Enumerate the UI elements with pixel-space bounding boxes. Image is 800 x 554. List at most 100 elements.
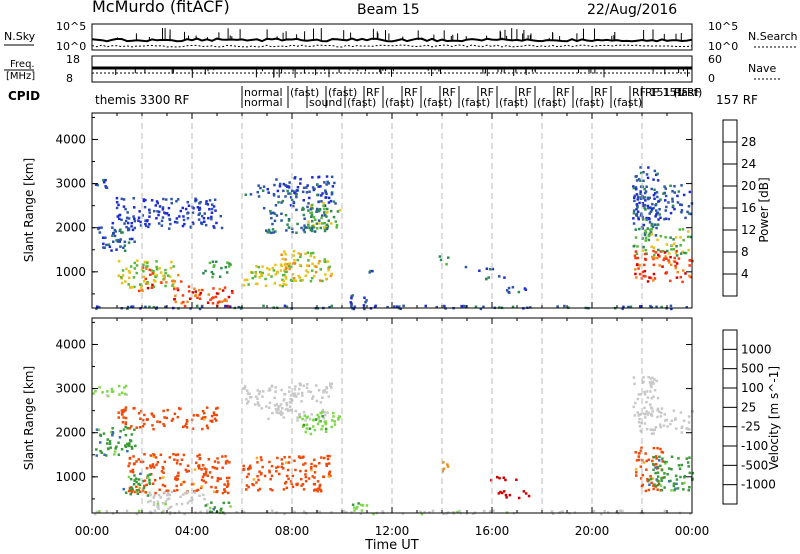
scatter-cell [635, 459, 639, 462]
scatter-cell [210, 270, 214, 274]
scatter-cell [126, 211, 129, 214]
scatter-cell [318, 222, 321, 225]
scatter-cell [229, 305, 232, 308]
scatter-cell [280, 413, 283, 416]
scatter-cell [122, 416, 125, 419]
scatter-cell [320, 489, 323, 493]
scatter-cell [254, 271, 257, 274]
scatter-cell [284, 258, 287, 261]
scatter-cell [275, 178, 278, 181]
scatter-cell [224, 490, 227, 493]
scatter-cell [435, 305, 438, 309]
scatter-cell [252, 478, 256, 481]
scatter-cell [664, 187, 667, 190]
scatter-cell [664, 419, 667, 422]
scatter-cell [261, 465, 264, 469]
scatter-cell [629, 305, 633, 308]
scatter-cell [268, 387, 271, 390]
scatter-cell [138, 486, 141, 489]
scatter-cell [502, 490, 506, 493]
scatter-cell [650, 428, 653, 431]
scatter-cell [639, 171, 643, 175]
scatter-cell [213, 506, 217, 509]
scatter-cell [284, 253, 287, 256]
scatter-cell [311, 225, 314, 228]
scatter-cell [184, 468, 188, 472]
scatter-cell [637, 393, 641, 396]
cpid-entry: (fast) [537, 96, 566, 109]
scatter-cell [655, 173, 658, 177]
scatter-cell [673, 191, 676, 194]
scatter-cell [669, 211, 673, 215]
scatter-cell [668, 467, 671, 470]
scatter-cell [268, 268, 271, 271]
scatter-cell [149, 273, 152, 277]
scatter-cell [681, 228, 685, 231]
y-tick-label: 1000 [55, 265, 86, 279]
scatter-cell [198, 288, 201, 292]
scatter-cell [210, 207, 214, 211]
scatter-cell [644, 258, 647, 261]
scatter-cell [670, 489, 673, 492]
scatter-cell [198, 457, 201, 461]
scatter-cell [301, 278, 304, 282]
scatter-cell [675, 245, 678, 248]
scatter-cell [256, 461, 259, 464]
scatter-cell [552, 512, 555, 515]
scatter-cell [150, 286, 154, 289]
scatter-cell [181, 493, 185, 496]
scatter-cell [304, 479, 308, 483]
scatter-cell [299, 253, 302, 256]
scatter-cell [300, 226, 303, 230]
scatter-cell [280, 458, 283, 461]
scatter-cell [142, 263, 145, 267]
scatter-cell [225, 476, 229, 480]
scatter-cell [325, 175, 329, 178]
scatter-cell [158, 267, 161, 270]
scatter-cell [99, 441, 102, 444]
scatter-cell [298, 276, 302, 279]
scatter-cell [293, 388, 297, 391]
scatter-cell [290, 307, 293, 310]
scatter-cell [95, 510, 99, 514]
scatter-cell [157, 210, 161, 214]
scatter-cell [522, 490, 526, 493]
scatter-cell [639, 465, 643, 468]
scatter-cell [673, 260, 677, 263]
scatter-cell [300, 400, 303, 403]
scatter-cell [173, 287, 176, 291]
scatter-cell [652, 446, 656, 450]
scatter-cell [120, 391, 124, 394]
scatter-cell [349, 301, 352, 304]
scatter-cell [182, 218, 186, 222]
scatter-cell [680, 463, 683, 467]
scatter-cell [307, 390, 310, 393]
cpid-entry: RF [366, 86, 380, 99]
scatter-cell [308, 427, 312, 430]
scatter-cell [688, 428, 691, 431]
scatter-cell [178, 215, 181, 218]
scatter-cell [657, 253, 660, 257]
scatter-cell [326, 180, 329, 184]
scatter-cell [653, 223, 657, 226]
scatter-cell [128, 237, 132, 241]
scatter-cell [321, 222, 324, 225]
scatter-cell [663, 472, 666, 475]
scatter-cell [657, 248, 660, 252]
scatter-cell [94, 183, 98, 186]
scatter-cell [665, 460, 668, 464]
scatter-cell [268, 471, 271, 474]
scatter-cell [285, 461, 288, 464]
cpid-entry: (fast) [461, 96, 490, 109]
scatter-cell [154, 491, 157, 495]
scatter-cell [645, 459, 648, 463]
scatter-cell [212, 296, 215, 299]
scatter-cell [224, 462, 228, 465]
scatter-cell [162, 423, 165, 426]
scatter-cell [246, 392, 250, 395]
scatter-cell [324, 189, 327, 192]
scatter-cell [317, 185, 320, 188]
scatter-cell [502, 476, 505, 479]
scatter-cell [186, 491, 189, 494]
scatter-cell [143, 479, 147, 482]
